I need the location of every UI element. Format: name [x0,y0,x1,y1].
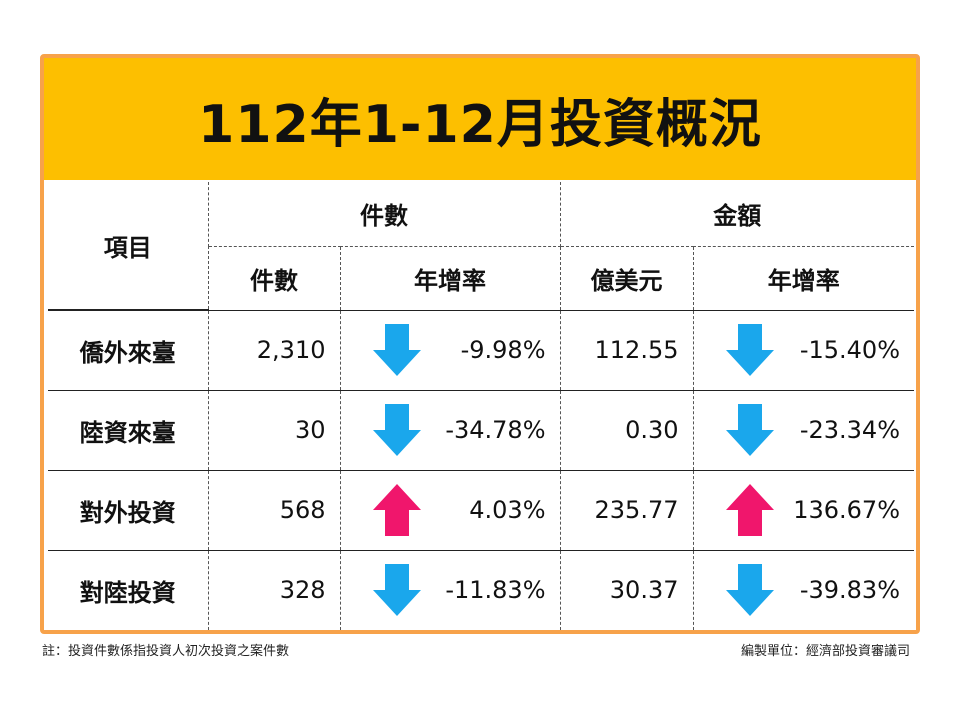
row-count-rate-cell: 4.03% [340,470,561,551]
header-item: 項目 [48,182,209,311]
row-count-rate: -9.98% [460,336,546,364]
row-count: 568 [208,470,341,551]
table-row: 僑外來臺 2,310 -9.98% 112.55 -15.40% [48,310,914,391]
row-amount-rate-cell: 136.67% [693,470,914,551]
row-count: 30 [208,390,341,471]
row-amount: 235.77 [560,470,694,551]
compiler-credit: 編製單位：經濟部投資審議司 [740,644,910,659]
page-title: 112年1-12月投資概況 [198,94,762,155]
header-group-count: 件數 [208,182,561,247]
row-amount-rate-cell: -23.34% [693,390,914,471]
row-item: 對陸投資 [48,550,209,630]
investment-table: 項目 件數 金額 件數 年增率 億美元 年增率 僑外來臺 2,310 -9.98% 1… [48,182,914,630]
table-row: 對外投資 568 4.03% 235.77 136.67% [48,470,914,551]
row-count: 328 [208,550,341,630]
arrow-up-icon [725,484,774,536]
arrow-down-icon [725,404,774,456]
row-item: 對外投資 [48,470,209,551]
header-amount: 億美元 [560,246,694,311]
row-amount-rate-cell: -39.83% [693,550,914,630]
header-group-amount: 金額 [560,182,914,247]
row-amount-rate: -23.34% [799,416,900,444]
table-frame: 112年1-12月投資概況 項目 件數 金額 件數 年增率 億美元 年增率 僑外… [40,54,920,634]
table-row: 對陸投資 328 -11.83% 30.37 -39.83% [48,550,914,630]
row-amount: 112.55 [560,310,694,391]
header-count-rate: 年增率 [340,246,561,311]
row-count-rate: -34.78% [445,416,546,444]
row-amount-rate: -15.40% [799,336,900,364]
row-count-rate-cell: -9.98% [340,310,561,391]
row-amount-rate: -39.83% [799,576,900,605]
row-amount: 0.30 [560,390,694,471]
row-count-rate: -11.83% [445,576,546,605]
table-row: 陸資來臺 30 -34.78% 0.30 -23.34% [48,390,914,471]
row-item: 陸資來臺 [48,390,209,471]
row-count-rate: 4.03% [469,496,546,524]
arrow-down-icon [372,324,421,376]
header-row-2: 件數 年增率 億美元 年增率 [48,246,914,311]
row-count: 2,310 [208,310,341,391]
row-amount: 30.37 [560,550,694,630]
arrow-down-icon [372,404,421,456]
arrow-down-icon [372,564,421,617]
title-banner: 112年1-12月投資概況 [44,58,916,180]
arrow-up-icon [372,484,421,536]
arrow-down-icon [725,564,774,617]
row-amount-rate-cell: -15.40% [693,310,914,391]
header-amount-rate: 年增率 [693,246,914,311]
header-count: 件數 [208,246,341,311]
row-count-rate-cell: -11.83% [340,550,561,630]
row-count-rate-cell: -34.78% [340,390,561,471]
arrow-down-icon [725,324,774,376]
footnote: 註：投資件數係指投資人初次投資之案件數 [42,644,290,659]
row-amount-rate: 136.67% [793,496,900,524]
header-row-1: 項目 件數 金額 [48,182,914,311]
row-item: 僑外來臺 [48,310,209,391]
